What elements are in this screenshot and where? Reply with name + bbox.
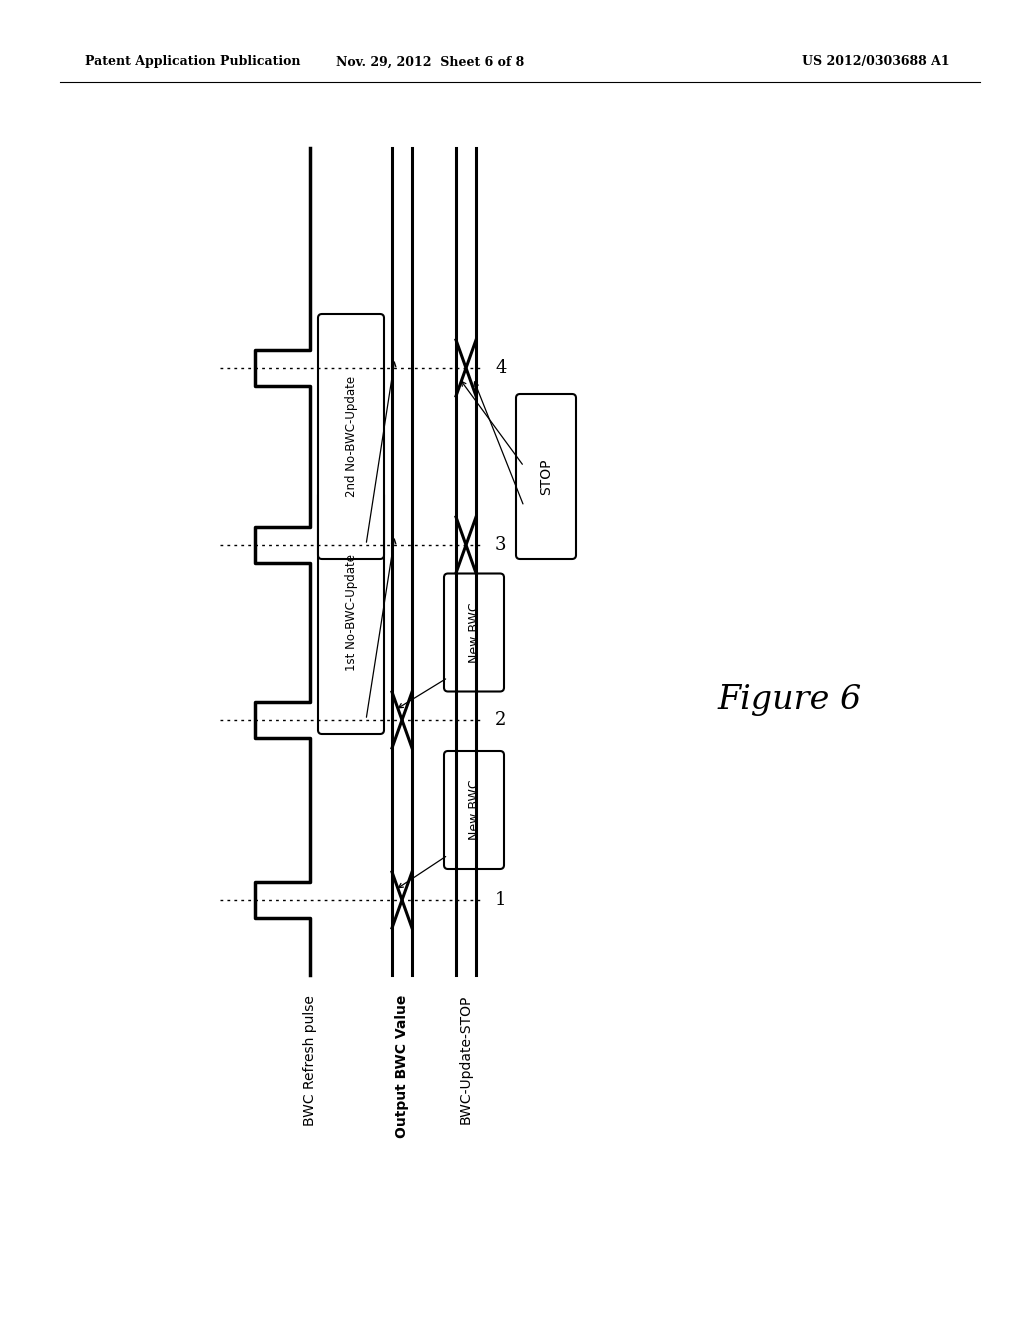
FancyBboxPatch shape <box>318 314 384 558</box>
Text: US 2012/0303688 A1: US 2012/0303688 A1 <box>803 55 950 69</box>
Text: 2: 2 <box>495 711 507 729</box>
Text: New BWC: New BWC <box>468 780 480 841</box>
FancyBboxPatch shape <box>444 751 504 869</box>
Text: 4: 4 <box>495 359 507 378</box>
Text: New BWC: New BWC <box>468 602 480 663</box>
Text: Patent Application Publication: Patent Application Publication <box>85 55 300 69</box>
Text: BWC Refresh pulse: BWC Refresh pulse <box>303 995 317 1126</box>
Text: Nov. 29, 2012  Sheet 6 of 8: Nov. 29, 2012 Sheet 6 of 8 <box>336 55 524 69</box>
FancyBboxPatch shape <box>318 491 384 734</box>
Text: Output BWC Value: Output BWC Value <box>395 995 409 1138</box>
Text: 1: 1 <box>495 891 507 909</box>
Text: 3: 3 <box>495 536 507 554</box>
FancyBboxPatch shape <box>516 393 575 558</box>
Text: 1st No-BWC-Update: 1st No-BWC-Update <box>344 554 357 671</box>
FancyBboxPatch shape <box>444 573 504 692</box>
Text: Figure 6: Figure 6 <box>718 684 862 715</box>
Text: BWC-Update-STOP: BWC-Update-STOP <box>459 995 473 1125</box>
Text: 2nd No-BWC-Update: 2nd No-BWC-Update <box>344 376 357 498</box>
Text: STOP: STOP <box>539 458 553 495</box>
